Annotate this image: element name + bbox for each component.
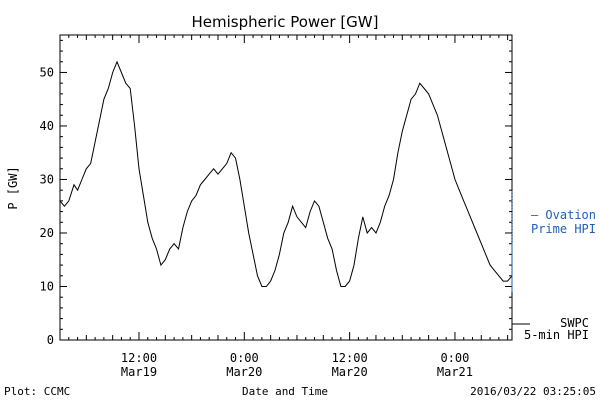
x-tick-date: Mar19: [121, 365, 157, 379]
y-tick-label: 0: [47, 333, 54, 347]
legend-ovation-line1: – Ovation: [531, 208, 596, 222]
y-axis-label: P [GW]: [6, 166, 20, 209]
legend-swpc: SWPC 5-min HPI: [512, 316, 589, 342]
y-tick-label: 20: [40, 226, 54, 240]
y-axis: 0 10 20 30 40 50: [40, 39, 512, 347]
y-tick-label: 30: [40, 172, 54, 186]
x-tick-time: 0:00: [440, 351, 469, 365]
plot-frame: [59, 34, 513, 341]
x-tick-date: Mar21: [437, 365, 473, 379]
footer-timestamp: 2016/03/22 03:25:05: [470, 385, 596, 398]
y-tick-label: 50: [40, 65, 54, 79]
x-tick-date: Mar20: [226, 365, 262, 379]
legend-ovation: – Ovation Prime HPI: [531, 208, 596, 236]
legend-swpc-line2: 5-min HPI: [524, 328, 589, 342]
chart-title: Hemispheric Power [GW]: [192, 13, 379, 31]
y-tick-label: 10: [40, 279, 54, 293]
x-tick-time: 0:00: [230, 351, 259, 365]
footer-credit: Plot: CCMC: [4, 385, 70, 398]
legend-swpc-line1: SWPC: [560, 316, 589, 330]
x-tick-time: 12:00: [332, 351, 368, 365]
y-tick-label: 40: [40, 119, 54, 133]
x-axis-label: Date and Time: [242, 385, 328, 398]
legend-ovation-line2: Prime HPI: [531, 222, 596, 236]
series-layer: [59, 60, 513, 292]
series-swpc-line: [59, 60, 513, 292]
x-tick-time: 12:00: [121, 351, 157, 365]
x-tick-date: Mar20: [332, 365, 368, 379]
